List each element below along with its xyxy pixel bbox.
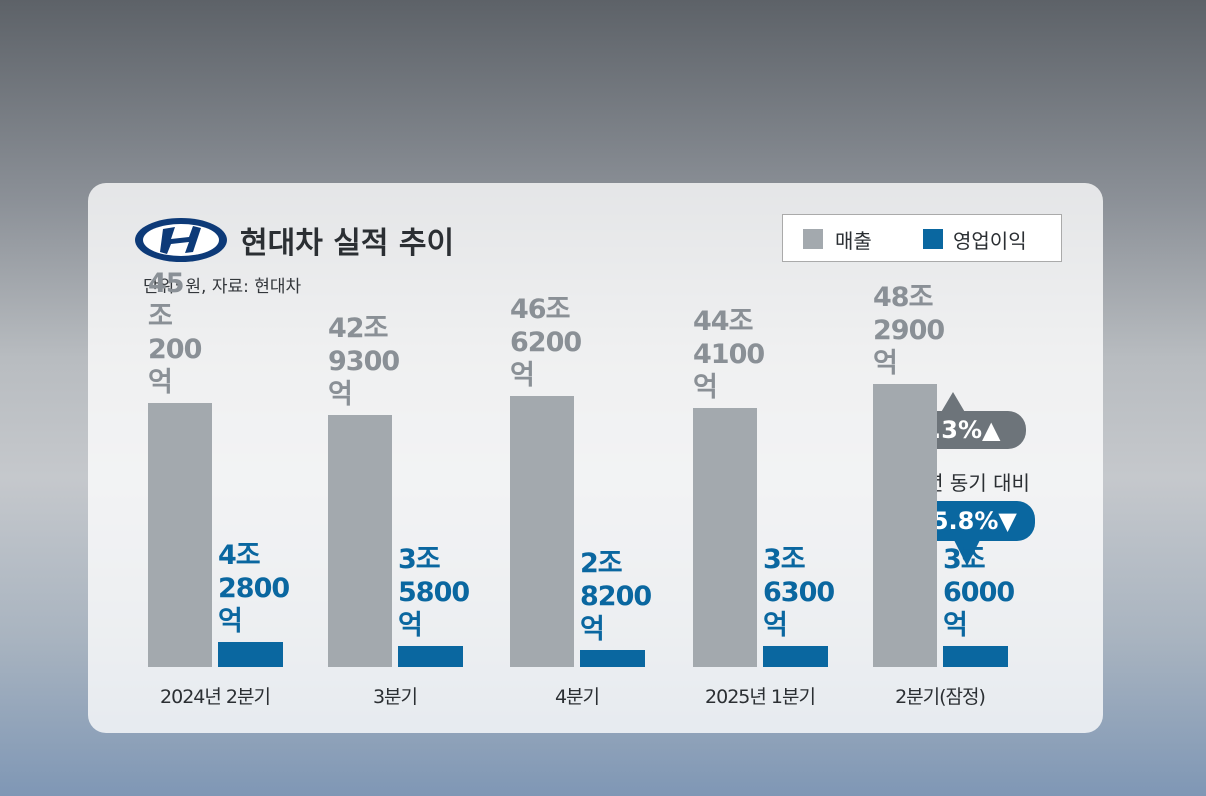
bar: [510, 395, 574, 667]
bar: [218, 641, 283, 667]
data-label: 42조 9300억: [328, 313, 400, 411]
bar: [693, 408, 757, 667]
bar: [763, 645, 828, 667]
logo: [135, 218, 227, 262]
data-label: 2조 8200억: [580, 548, 652, 646]
x-tick-label: 2분기(잠정): [895, 686, 986, 708]
pointer: [954, 540, 980, 566]
data-label: 3조 6000억: [943, 543, 1015, 641]
data-label: 45조 200억: [148, 267, 202, 398]
bar: [328, 415, 392, 667]
bar: [873, 383, 937, 667]
x-tick-label: 2025년 1분기: [705, 686, 816, 708]
legend-swatch: [803, 229, 823, 249]
x-tick-label: 4분기: [554, 686, 600, 708]
bar: [580, 650, 645, 667]
data-label: 44조 4100억: [693, 306, 765, 404]
data-label: 3조 6300억: [763, 543, 835, 641]
legend-label: 매출: [835, 229, 872, 253]
legend: 매출 영업이익: [782, 214, 1062, 262]
pointer: [940, 392, 966, 414]
legend-swatch: [923, 229, 943, 249]
data-label: 46조 6200억: [510, 293, 582, 391]
x-tick-label: 2024년 2분기: [160, 686, 271, 708]
bar: [148, 402, 212, 667]
chart-title: 현대차 실적 추이: [240, 226, 455, 261]
data-label: 3조 5800억: [398, 544, 470, 641]
data-label: 48조 2900억: [873, 281, 945, 379]
chart-subtitle: 단위: 원, 자료: 현대차: [143, 277, 302, 297]
bar: [943, 645, 1008, 667]
bar: [398, 645, 463, 667]
legend-label: 영업이익: [953, 229, 1027, 253]
data-label: 4조 2800억: [218, 539, 290, 637]
x-tick-label: 3분기: [372, 686, 418, 708]
